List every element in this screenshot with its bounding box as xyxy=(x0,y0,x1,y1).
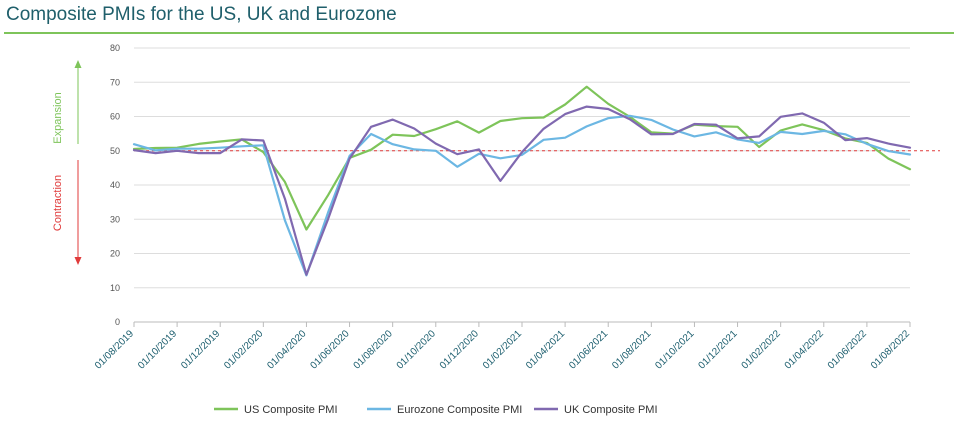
x-tick-label-8: 01/12/2020 xyxy=(438,328,481,371)
page-title: Composite PMIs for the US, UK and Eurozo… xyxy=(6,4,397,25)
expansion-label: Expansion xyxy=(52,92,64,143)
y-tick-label-70: 70 xyxy=(110,77,120,87)
series-line-eurozone xyxy=(132,114,912,277)
x-tick-label-5: 01/06/2020 xyxy=(308,328,351,371)
y-tick-label-10: 10 xyxy=(110,283,120,293)
x-tick-label-7: 01/10/2020 xyxy=(395,328,438,371)
x-tick-label-10: 01/04/2021 xyxy=(524,328,567,371)
expansion-indicator: Expansion xyxy=(52,60,82,144)
x-tick-label-2: 01/12/2019 xyxy=(179,328,222,371)
y-tick-label-20: 20 xyxy=(110,249,120,259)
y-tick-label-80: 80 xyxy=(110,43,120,53)
legend: US Composite PMI Eurozone Composite PMI UK… xyxy=(214,404,658,416)
x-tick-label-15: 01/02/2022 xyxy=(740,328,783,371)
x-tick-label-14: 01/12/2021 xyxy=(696,328,739,371)
y-axis-ticks: 0 10 20 30 40 50 60 70 80 xyxy=(110,43,120,327)
x-tick-label-0: 01/08/2019 xyxy=(93,328,136,371)
contraction-label: Contraction xyxy=(52,175,64,231)
contraction-indicator: Contraction xyxy=(52,160,82,265)
series-lines xyxy=(132,85,912,277)
y-tick-label-40: 40 xyxy=(110,180,120,190)
y-tick-label-50: 50 xyxy=(110,146,120,156)
legend-label-uk: UK Composite PMI xyxy=(564,404,658,416)
gridlines xyxy=(134,47,910,323)
x-tick-label-11: 01/06/2021 xyxy=(567,328,610,371)
x-tick-label-16: 01/04/2022 xyxy=(783,328,826,371)
series-line-uk xyxy=(132,105,912,276)
expansion-arrow-head xyxy=(74,60,82,68)
contraction-arrow-head xyxy=(74,257,82,265)
x-tick-label-9: 01/02/2021 xyxy=(481,328,524,371)
x-tick-label-18: 01/08/2022 xyxy=(869,328,912,371)
y-tick-label-0: 0 xyxy=(115,317,120,327)
x-axis-ticks: 01/08/2019 01/10/2019 01/12/2019 01/02/2020… xyxy=(93,322,912,372)
x-tick-label-12: 01/08/2021 xyxy=(610,328,653,371)
x-tick-label-1: 01/10/2019 xyxy=(136,328,179,371)
x-tick-label-3: 01/02/2020 xyxy=(222,328,265,371)
legend-label-eurozone: Eurozone Composite PMI xyxy=(397,404,522,416)
legend-label-us: US Composite PMI xyxy=(244,404,338,416)
y-tick-label-30: 30 xyxy=(110,214,120,224)
x-tick-label-17: 01/06/2022 xyxy=(826,328,869,371)
x-tick-label-4: 01/04/2020 xyxy=(265,328,308,371)
series-line-us xyxy=(132,85,912,231)
x-tick-label-13: 01/10/2021 xyxy=(653,328,696,371)
x-tick-label-6: 01/08/2020 xyxy=(352,328,395,371)
y-tick-label-60: 60 xyxy=(110,112,120,122)
